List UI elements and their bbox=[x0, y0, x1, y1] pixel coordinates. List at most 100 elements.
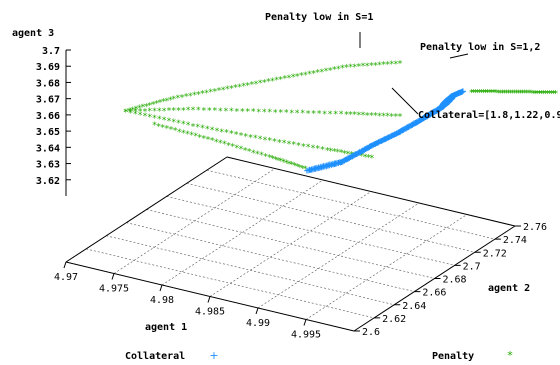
penalty-point: * bbox=[268, 154, 273, 164]
collateral-point: + bbox=[437, 104, 445, 114]
collateral-point: + bbox=[457, 88, 465, 98]
collateral-point: + bbox=[423, 112, 431, 122]
collateral-point: + bbox=[338, 158, 346, 168]
collateral-point: + bbox=[434, 106, 442, 116]
penalty-point: * bbox=[181, 120, 186, 130]
penalty-point: * bbox=[218, 107, 223, 117]
collateral-point: + bbox=[377, 137, 385, 147]
collateral-point: + bbox=[455, 89, 463, 99]
x-axis-label: agent 1 bbox=[145, 322, 187, 333]
penalty-point: * bbox=[165, 97, 170, 107]
collateral-point: + bbox=[392, 130, 400, 140]
collateral-point: + bbox=[343, 156, 351, 166]
penalty-point: * bbox=[322, 110, 327, 120]
penalty-point: * bbox=[196, 106, 201, 116]
y-tick-label: 2.72 bbox=[483, 248, 507, 259]
collateral-point: + bbox=[383, 134, 391, 144]
penalty-point: * bbox=[527, 89, 532, 99]
penalty-point: * bbox=[344, 63, 349, 73]
penalty-point: * bbox=[357, 111, 362, 121]
penalty-point: * bbox=[359, 152, 364, 162]
penalty-point: * bbox=[353, 63, 358, 73]
collateral-point: + bbox=[324, 161, 332, 171]
penalty-point: * bbox=[138, 111, 143, 121]
collateral-point: + bbox=[350, 151, 358, 161]
penalty-point: * bbox=[133, 110, 138, 120]
collateral-point: + bbox=[424, 112, 432, 122]
penalty-point: * bbox=[498, 89, 503, 99]
collateral-point: + bbox=[434, 106, 442, 116]
collateral-point: + bbox=[434, 105, 442, 115]
collateral-point: + bbox=[445, 95, 453, 105]
penalty-point: * bbox=[549, 90, 554, 100]
collateral-point: + bbox=[412, 119, 420, 129]
penalty-point: * bbox=[262, 108, 267, 118]
collateral-point: + bbox=[374, 138, 382, 148]
collateral-point: + bbox=[451, 91, 459, 101]
legend: Collateral + Penalty * bbox=[125, 349, 513, 362]
collateral-point: + bbox=[321, 162, 329, 172]
collateral-point: + bbox=[347, 153, 355, 163]
collateral-point: + bbox=[333, 159, 341, 169]
collateral-point: + bbox=[458, 88, 466, 98]
penalty-point: * bbox=[320, 68, 325, 78]
collateral-point: + bbox=[375, 138, 383, 148]
penalty-point: * bbox=[329, 147, 334, 157]
collateral-point: + bbox=[376, 138, 384, 148]
penalty-point: * bbox=[301, 142, 306, 152]
collateral-point: + bbox=[428, 110, 436, 120]
collateral-point: + bbox=[424, 111, 432, 121]
penalty-point: * bbox=[229, 130, 234, 140]
collateral-point: + bbox=[426, 110, 434, 120]
collateral-point: + bbox=[433, 106, 441, 116]
collateral-point: + bbox=[339, 157, 347, 167]
collateral-point: + bbox=[399, 125, 407, 135]
penalty-point: * bbox=[169, 126, 174, 136]
collateral-point: + bbox=[350, 151, 358, 161]
collateral-point: + bbox=[447, 92, 455, 102]
collateral-point: + bbox=[397, 127, 405, 137]
collateral-point: + bbox=[438, 103, 446, 113]
collateral-point: + bbox=[414, 117, 422, 127]
z-tick-label: 3.63 bbox=[36, 160, 60, 171]
collateral-point: + bbox=[437, 104, 445, 114]
collateral-point: + bbox=[308, 166, 316, 176]
collateral-point: + bbox=[370, 141, 378, 151]
collateral-point: + bbox=[410, 120, 418, 130]
collateral-point: + bbox=[372, 140, 380, 150]
penalty-point: * bbox=[336, 65, 341, 75]
collateral-point: + bbox=[441, 101, 449, 111]
collateral-point: + bbox=[424, 112, 432, 122]
penalty-point: * bbox=[148, 113, 153, 123]
penalty-point: * bbox=[172, 107, 177, 117]
penalty-point: * bbox=[299, 72, 304, 82]
penalty-point: * bbox=[344, 110, 349, 120]
collateral-point: + bbox=[447, 94, 455, 104]
collateral-point: + bbox=[427, 110, 435, 120]
collateral-point: + bbox=[411, 120, 419, 130]
penalty-point: * bbox=[385, 112, 390, 122]
penalty-point: * bbox=[366, 153, 371, 163]
collateral-point: + bbox=[382, 135, 390, 145]
penalty-point: * bbox=[479, 89, 484, 99]
legend-marker-penalty: * bbox=[507, 349, 513, 362]
collateral-point: + bbox=[337, 158, 345, 168]
collateral-point: + bbox=[458, 88, 466, 98]
collateral-point: + bbox=[423, 111, 431, 121]
collateral-point: + bbox=[432, 106, 440, 116]
collateral-point: + bbox=[398, 126, 406, 136]
collateral-point: + bbox=[417, 115, 425, 125]
collateral-point: + bbox=[379, 136, 387, 146]
collateral-point: + bbox=[348, 152, 356, 162]
collateral-point: + bbox=[429, 108, 437, 118]
collateral-point: + bbox=[376, 137, 384, 147]
collateral-point: + bbox=[427, 109, 435, 119]
collateral-point: + bbox=[447, 92, 455, 102]
penalty-point: * bbox=[348, 111, 353, 121]
collateral-point: + bbox=[446, 94, 454, 104]
collateral-point: + bbox=[451, 91, 459, 101]
collateral-point: + bbox=[452, 90, 460, 100]
z-tick-label: 3.65 bbox=[36, 127, 60, 138]
collateral-point: + bbox=[397, 127, 405, 137]
collateral-point: + bbox=[459, 87, 467, 97]
